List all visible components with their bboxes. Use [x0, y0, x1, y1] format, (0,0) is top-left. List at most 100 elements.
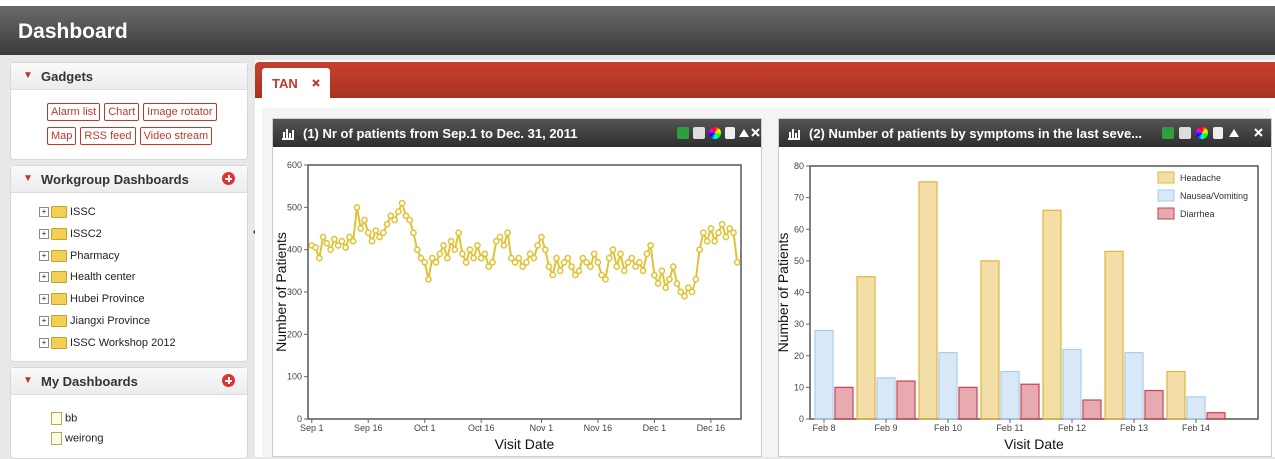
- y-tick-label: 30: [794, 319, 804, 329]
- tree-item[interactable]: + ISSC2: [39, 228, 102, 240]
- add-icon[interactable]: [222, 374, 235, 387]
- expand-icon[interactable]: +: [39, 272, 49, 283]
- panel-header[interactable]: ▼ Gadgets: [11, 63, 247, 90]
- expand-icon[interactable]: +: [39, 294, 49, 305]
- data-point: [632, 263, 639, 270]
- tree-item[interactable]: + Jiangxi Province: [39, 315, 151, 328]
- tree-item[interactable]: bb: [51, 412, 77, 425]
- expand-icon[interactable]: +: [39, 337, 49, 348]
- x-axis-label: Visit Date: [1004, 436, 1064, 452]
- gadget-button[interactable]: Map: [47, 127, 77, 145]
- add-icon[interactable]: [222, 172, 235, 185]
- data-point: [590, 250, 598, 258]
- tree-item[interactable]: weirong: [51, 432, 104, 445]
- bar: [918, 181, 938, 420]
- close-icon[interactable]: [751, 128, 760, 137]
- x-tick-label: Sep 1: [300, 423, 324, 433]
- data-point: [402, 212, 410, 220]
- chart-panel: (2) Number of patients by symptoms in th…: [778, 118, 1272, 457]
- data-point: [651, 271, 658, 279]
- y-tick-label: 80: [794, 161, 804, 171]
- tree-label: ISSC2: [70, 227, 102, 240]
- tree-item[interactable]: + ISSC: [39, 206, 96, 219]
- x-tick-label: Feb 8: [812, 423, 835, 433]
- data-point: [507, 254, 515, 262]
- bar: [1020, 383, 1040, 420]
- folder-icon: [51, 271, 67, 284]
- y-tick-label: 40: [794, 288, 804, 298]
- gadget-button[interactable]: Video stream: [139, 127, 213, 145]
- bar: [958, 386, 978, 420]
- expand-icon[interactable]: +: [39, 250, 49, 261]
- tree-item[interactable]: + ISSC Workshop 2012: [39, 337, 176, 349]
- data-point: [575, 267, 583, 275]
- legend-swatch: [1157, 189, 1175, 202]
- data-point: [474, 242, 481, 249]
- legend-swatch: [1157, 171, 1175, 184]
- data-point: [485, 263, 493, 270]
- y-tick-label: 70: [794, 193, 804, 203]
- folder-icon: [51, 249, 67, 262]
- collapse-icon[interactable]: [1229, 129, 1239, 137]
- data-point: [511, 259, 519, 266]
- color-icon[interactable]: [1196, 127, 1208, 139]
- data-point: [587, 263, 594, 270]
- edit-icon[interactable]: [725, 127, 735, 139]
- download-icon[interactable]: [1179, 127, 1191, 139]
- edit-icon[interactable]: [1213, 127, 1223, 139]
- close-icon[interactable]: [1254, 128, 1263, 137]
- bar: [834, 386, 854, 420]
- chart-title: (2) Number of patients by symptoms in th…: [809, 126, 1143, 141]
- panel-header[interactable]: ▼ My Dashboards: [11, 368, 247, 395]
- tree-label: Jiangxi Province: [70, 315, 151, 327]
- bar: [1206, 412, 1226, 420]
- tree-item[interactable]: + Hubei Province: [39, 293, 145, 306]
- data-point: [707, 225, 715, 232]
- data-point: [398, 199, 406, 207]
- data-point: [711, 237, 718, 245]
- workgroup-panel: ▼ Workgroup Dashboards + ISSC + ISSC2 + Pharma…: [10, 165, 248, 362]
- data-point: [492, 237, 500, 245]
- tree-item[interactable]: + Health center: [39, 271, 135, 284]
- data-point: [538, 233, 545, 241]
- data-point: [692, 275, 700, 283]
- tab[interactable]: TAN: [262, 68, 330, 98]
- gadget-button[interactable]: RSS feed: [80, 127, 136, 145]
- data-point: [459, 250, 466, 258]
- expand-icon[interactable]: +: [39, 207, 49, 218]
- excel-icon[interactable]: [677, 127, 689, 139]
- tab-bar: [255, 62, 1275, 98]
- legend-label: Nausea/Vomiting: [1180, 191, 1248, 201]
- top-bar: Dashboard: [0, 0, 1275, 55]
- data-point: [730, 229, 737, 237]
- data-point: [571, 271, 579, 279]
- gadget-button[interactable]: Image rotator: [143, 103, 217, 121]
- data-point: [395, 208, 402, 215]
- gadget-button[interactable]: Chart: [104, 103, 140, 121]
- bar: [1124, 351, 1144, 420]
- data-point: [684, 284, 692, 292]
- gadget-button[interactable]: Alarm list: [47, 103, 101, 121]
- data-point: [609, 246, 617, 254]
- data-point: [462, 259, 470, 266]
- y-tick-label: 100: [287, 372, 302, 382]
- data-point: [436, 250, 444, 258]
- expand-icon[interactable]: +: [39, 228, 49, 239]
- collapse-icon[interactable]: [739, 129, 749, 137]
- x-tick-label: Dec 1: [643, 423, 667, 433]
- panel-header[interactable]: ▼ Workgroup Dashboards: [11, 166, 247, 193]
- close-icon[interactable]: [312, 79, 320, 87]
- data-point: [568, 263, 575, 270]
- chart-header: (1) Nr of patients from Sep.1 to Dec. 31…: [273, 119, 761, 147]
- data-point: [594, 259, 602, 266]
- download-icon[interactable]: [693, 127, 705, 139]
- data-point: [383, 220, 391, 228]
- excel-icon[interactable]: [1162, 127, 1174, 139]
- bar: [1104, 250, 1124, 420]
- color-icon[interactable]: [709, 127, 721, 139]
- tree-item[interactable]: + Pharmacy: [39, 250, 120, 262]
- expand-icon[interactable]: +: [39, 316, 49, 327]
- gadgets-panel: ▼ Gadgets Alarm list Chart Image rotator Map…: [10, 62, 248, 160]
